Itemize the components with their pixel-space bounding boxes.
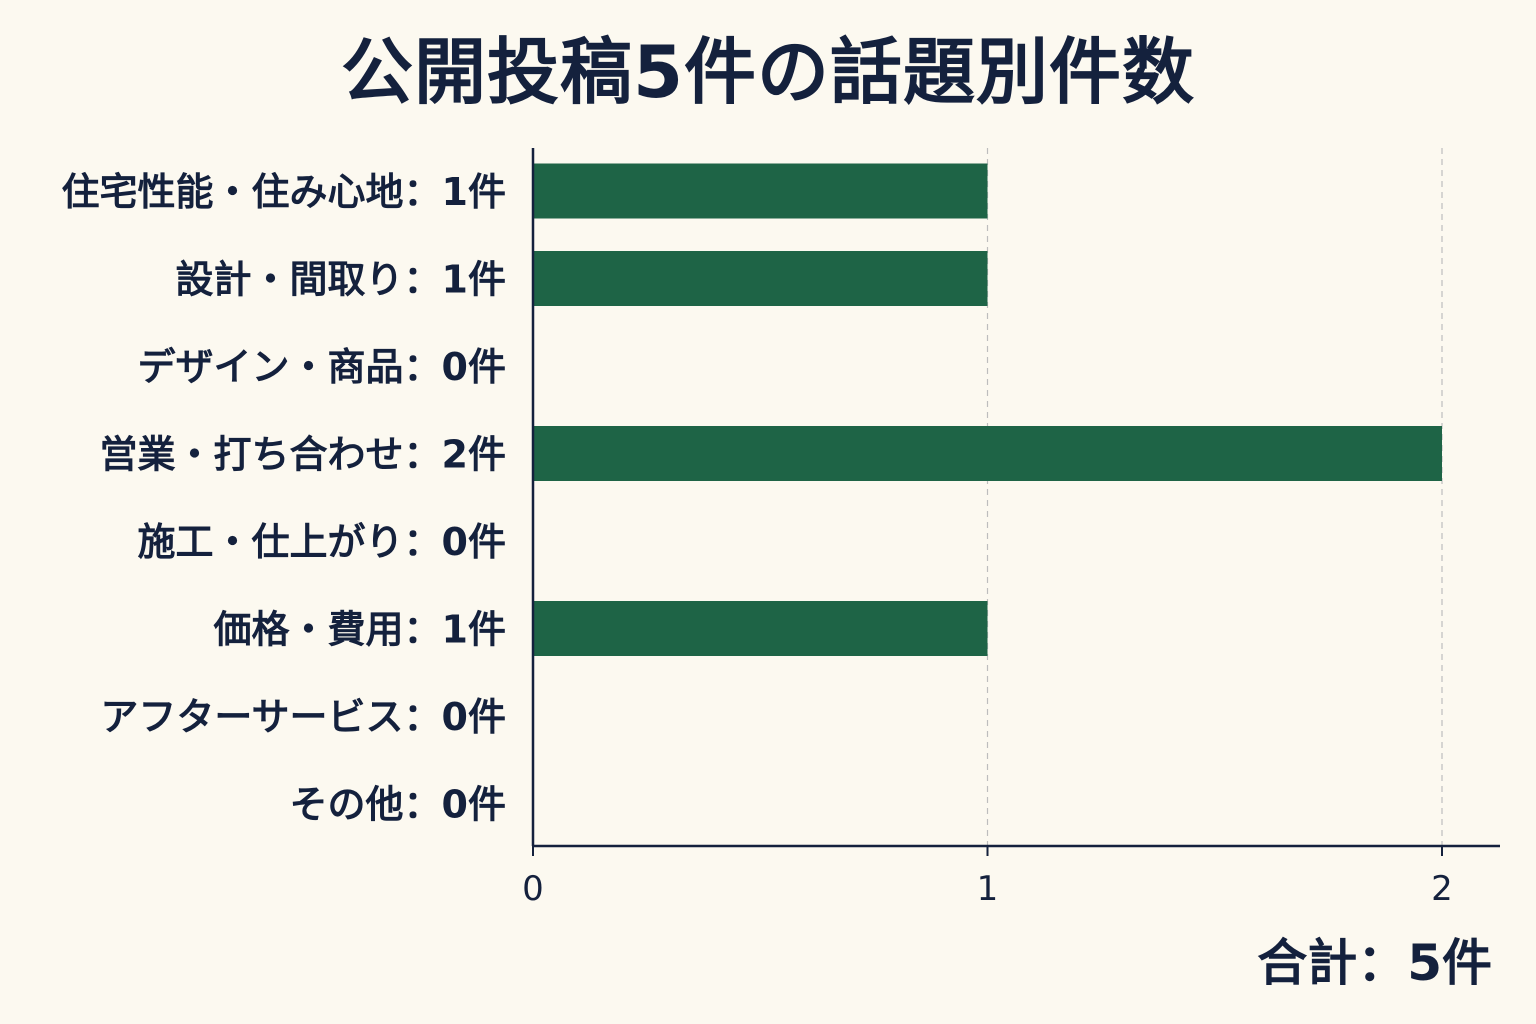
- category-label-0: 住宅性能・住み心地：1件: [62, 170, 506, 214]
- category-label-7: その他：0件: [290, 783, 506, 827]
- category-label-5: 価格・費用：1件: [213, 608, 506, 652]
- bar-3: [533, 426, 1442, 481]
- bar-1: [533, 251, 988, 306]
- category-label-1: 設計・間取り：1件: [176, 258, 506, 302]
- category-labels: 住宅性能・住み心地：1件設計・間取り：1件デザイン・商品：0件営業・打ち合わせ：…: [62, 170, 506, 827]
- bars: [533, 163, 1442, 656]
- axes: [531, 148, 1500, 856]
- category-label-6: アフターサービス：0件: [100, 695, 506, 739]
- chart-title: 公開投稿5件の話題別件数: [340, 30, 1196, 114]
- x-tick-labels: 0 1 2: [522, 869, 1453, 909]
- x-tick-label-0: 0: [522, 869, 544, 909]
- category-label-4: 施工・仕上がり：0件: [138, 520, 506, 564]
- bar-0: [533, 163, 988, 219]
- total-label: 合計：5件: [1257, 934, 1492, 992]
- category-label-3: 営業・打ち合わせ：2件: [100, 433, 506, 477]
- grid-lines: [986, 148, 1443, 846]
- bar-5: [533, 601, 988, 656]
- x-tick-label-1: 1: [977, 869, 999, 909]
- category-label-2: デザイン・商品：0件: [138, 345, 506, 389]
- x-tick-label-2: 2: [1431, 869, 1453, 909]
